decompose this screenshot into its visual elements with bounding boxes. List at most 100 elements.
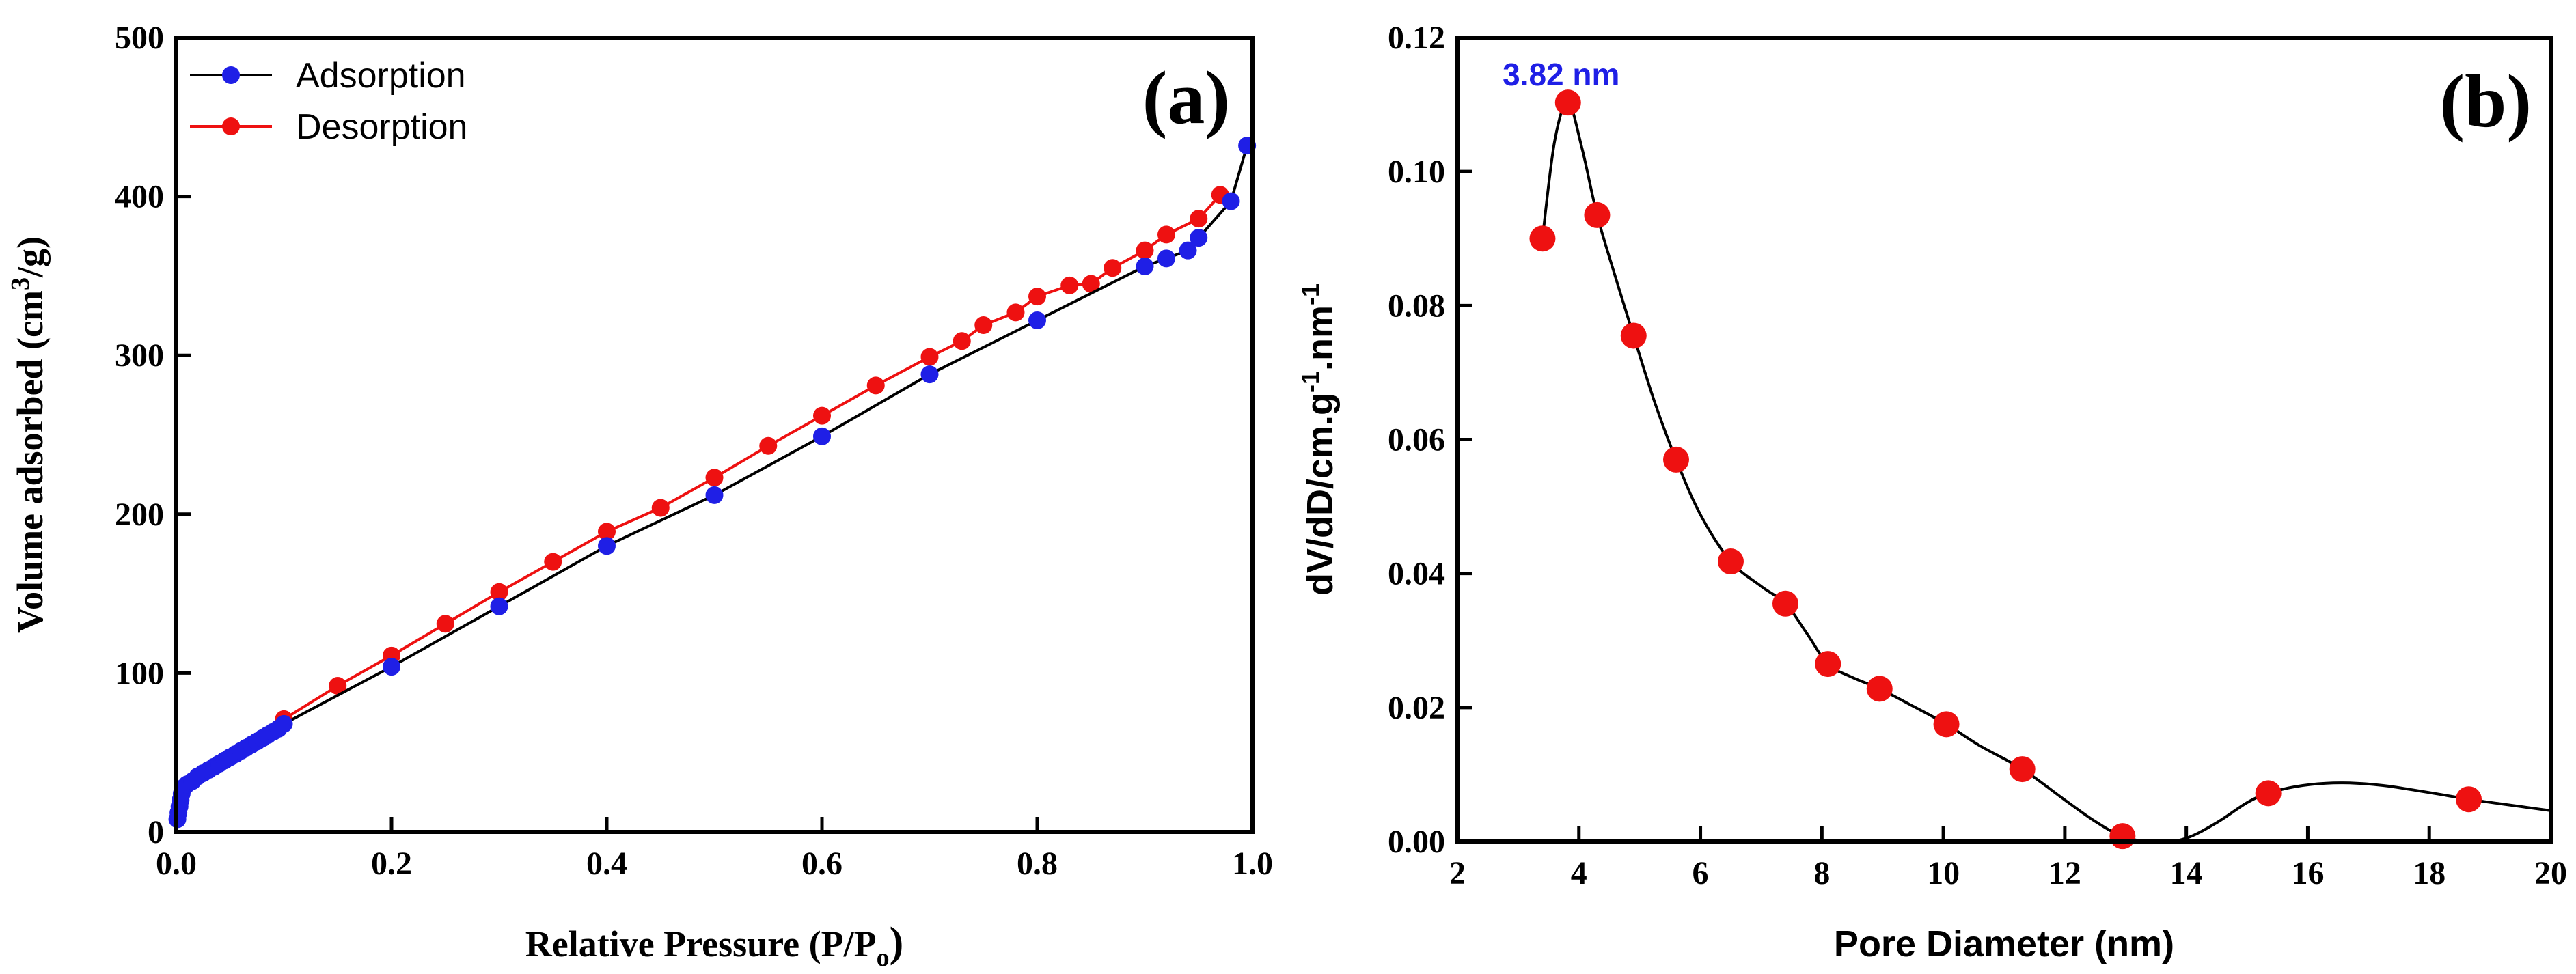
peak-annotation: 3.82 nm — [1503, 57, 1619, 92]
desorption-point — [1082, 275, 1100, 293]
desorption-point — [1190, 210, 1208, 228]
desorption-point — [705, 469, 724, 487]
panel-a-y-axis-title-main: Volume adsorbed (cm — [10, 290, 51, 633]
psd-point — [1866, 676, 1893, 702]
desorption-point — [974, 316, 993, 335]
panel-b-y-axis-title-sup1: -1 — [1296, 371, 1324, 393]
panel-a-x-tick-label: 0.4 — [586, 846, 627, 882]
adsorption-point — [705, 486, 724, 504]
panel-a-x-axis-title-main: Relative Pressure (P/P — [525, 923, 877, 964]
panel-a-isotherm-chart: 0.0 0.2 0.4 0.6 0.8 1.0 0 100 200 300 400 500 (a) A… — [6, 20, 1273, 972]
panel-a-legend: Adsorption Desorption — [190, 56, 467, 147]
adsorption-point — [490, 597, 508, 615]
panel-b-pore-size-chart: 2 4 6 8 10 12 14 16 18 20 0.00 0.02 0.04 0.06 0.08 0.10… — [1296, 20, 2567, 964]
psd-curve — [1541, 101, 2551, 845]
panel-a-label: (a) — [1142, 56, 1230, 139]
desorption-line — [283, 193, 1222, 721]
psd-point — [1529, 225, 1556, 252]
desorption-point — [490, 583, 508, 601]
panel-a-x-tick-label: 0.2 — [371, 846, 412, 882]
panel-a-y-tick-label: 0 — [148, 814, 164, 850]
panel-a-y-axis-title: Volume adsorbed (cm3/g) — [6, 236, 51, 633]
adsorption-point — [1190, 229, 1208, 247]
panel-b-series-layer — [1529, 89, 2551, 850]
panel-a-plot-frame — [174, 36, 1255, 834]
desorption-point — [759, 436, 778, 455]
adsorption-point — [383, 658, 400, 676]
panel-b-y-tick-label: 0.12 — [1388, 20, 1445, 56]
desorption-point — [329, 677, 347, 695]
psd-point — [1772, 590, 1798, 617]
psd-point — [1815, 651, 1841, 678]
desorption-point — [1028, 288, 1046, 306]
panel-a-y-tick-label: 500 — [115, 20, 164, 56]
panel-a-y-axis-title-tail: /g) — [10, 236, 51, 278]
desorption-point — [598, 523, 616, 541]
legend-adsorption-marker — [222, 66, 240, 84]
panel-b-x-axis-title: Pore Diameter (nm) — [1834, 923, 2174, 964]
panel-a-x-tick-label: 0.6 — [801, 846, 842, 882]
adsorption-point — [275, 714, 293, 733]
panel-b-y-axis-title-main: dV/dD/cm.g — [1300, 393, 1341, 596]
desorption-point — [1104, 259, 1122, 277]
panel-b-x-tick-label: 14 — [2170, 855, 2203, 891]
psd-point — [2009, 756, 2036, 783]
panel-a-ticks: 0.0 0.2 0.4 0.6 0.8 1.0 0 100 200 300 400 500 — [115, 20, 1273, 882]
panel-b-y-axis-title-sup2: -1 — [1296, 283, 1324, 305]
adsorption-point — [813, 427, 831, 445]
legend-item-adsorption: Adsorption — [190, 56, 466, 96]
desorption-point — [1136, 241, 1154, 260]
legend-item-desorption: Desorption — [190, 107, 467, 147]
psd-point — [1584, 201, 1611, 228]
panel-a-x-tick-label: 1.0 — [1232, 846, 1273, 882]
panel-b-x-tick-label: 6 — [1693, 855, 1709, 891]
panel-b-y-tick-label: 0.06 — [1388, 422, 1445, 458]
psd-point — [2456, 786, 2482, 813]
panel-a-y-tick-label: 400 — [115, 179, 164, 215]
panel-b-y-tick-label: 0.08 — [1388, 288, 1445, 324]
panel-b-y-tick-label: 0.10 — [1388, 154, 1445, 190]
desorption-point — [1060, 276, 1079, 294]
panel-a-y-tick-label: 300 — [115, 337, 164, 374]
panel-b-y-tick-label: 0.04 — [1388, 556, 1445, 592]
desorption-point — [651, 499, 670, 517]
panel-b-x-tick-label: 12 — [2049, 855, 2081, 891]
adsorption-point — [920, 365, 939, 384]
desorption-point — [436, 615, 454, 633]
panel-a-x-axis-title-sub: o — [877, 943, 890, 972]
psd-point — [1554, 89, 1581, 116]
panel-b-x-tick-label: 8 — [1813, 855, 1830, 891]
panel-a-x-tick-label: 0.0 — [156, 846, 197, 882]
panel-a-x-axis-title: Relative Pressure (P/Po) — [525, 919, 904, 972]
desorption-point — [866, 376, 885, 395]
panel-b-y-axis-title: dV/dD/cm.g-1.nm-1 — [1296, 283, 1341, 596]
panel-a-y-tick-label: 100 — [115, 655, 164, 691]
desorption-point — [953, 332, 971, 350]
panel-b-x-tick-label: 4 — [1571, 855, 1587, 891]
panel-b-plot-frame — [1455, 36, 2553, 844]
psd-point — [2109, 823, 2136, 850]
desorption-point — [1157, 225, 1175, 244]
legend-desorption-marker — [222, 117, 240, 135]
legend-desorption-label: Desorption — [296, 107, 467, 147]
psd-point — [1663, 446, 1689, 473]
panel-b-label: (b) — [2440, 59, 2532, 143]
adsorption-point — [1157, 249, 1175, 268]
panel-b-x-tick-label: 10 — [1927, 855, 1960, 891]
panel-a-x-tick-label: 0.8 — [1017, 846, 1058, 882]
adsorption-point — [1222, 192, 1240, 210]
desorption-point — [920, 348, 939, 366]
legend-adsorption-label: Adsorption — [296, 56, 466, 96]
panel-b-y-tick-label: 0.02 — [1388, 690, 1445, 726]
adsorption-point — [1028, 311, 1046, 330]
psd-point — [2255, 780, 2282, 807]
panel-a-y-axis-title-sup: 3 — [6, 277, 35, 290]
panel-b-ticks: 2 4 6 8 10 12 14 16 18 20 0.00 0.02 0.04 0.06 0.08 0.10… — [1388, 20, 2567, 891]
panel-a-y-tick-label: 200 — [115, 497, 164, 533]
panel-b-x-tick-label: 2 — [1449, 855, 1466, 891]
psd-point — [1933, 711, 1960, 738]
psd-point — [1620, 322, 1647, 349]
panel-b-x-tick-label: 18 — [2413, 855, 2445, 891]
desorption-point — [1006, 303, 1025, 322]
